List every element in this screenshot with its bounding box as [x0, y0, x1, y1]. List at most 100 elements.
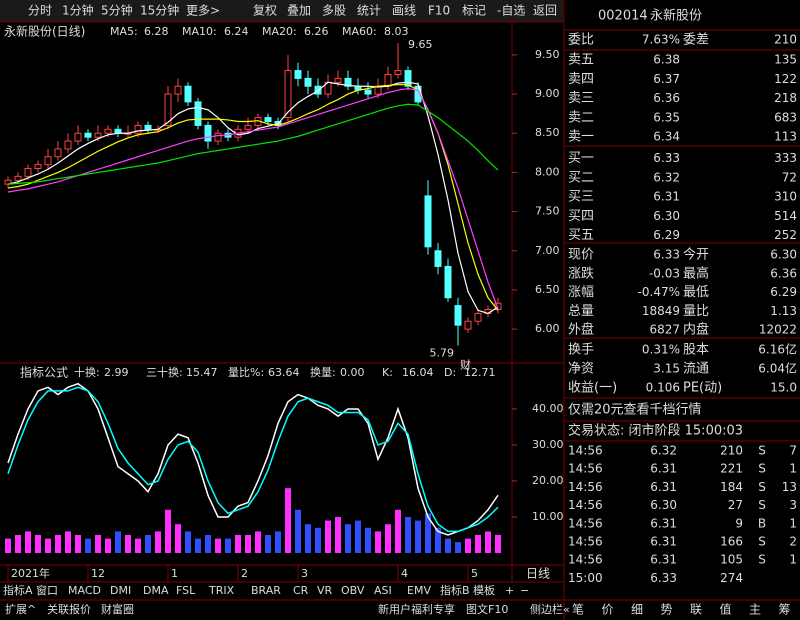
- candle-body: [74, 132, 82, 142]
- volume-bar: [365, 527, 371, 554]
- bottom-button[interactable]: 图文F10: [466, 602, 508, 616]
- trade-time: 14:56: [568, 444, 603, 458]
- legend-value: 6.26: [304, 25, 329, 38]
- volume-bar: [85, 538, 91, 554]
- status: 交易状态: 闭市阶段 15:00:03: [568, 423, 743, 439]
- book-price: 6.31: [653, 190, 680, 204]
- indicator-tab[interactable]: FSL: [176, 584, 196, 597]
- y-tick-label: 40.00: [532, 402, 564, 415]
- volume-bar: [55, 535, 61, 554]
- bottom-button[interactable]: 新用户福利专享: [378, 602, 455, 616]
- stat-value: 6.30: [770, 248, 797, 262]
- side-tab[interactable]: 笔: [572, 602, 584, 617]
- trade-price: 6.32: [650, 444, 677, 458]
- stat-value: 6.36: [770, 266, 797, 280]
- indicator-tab[interactable]: VR: [317, 584, 333, 597]
- trade-volume: 184: [720, 480, 743, 494]
- indicator-tab[interactable]: −: [520, 584, 529, 597]
- legend-value: 6.28: [144, 25, 169, 38]
- book-label: 卖三: [568, 91, 594, 106]
- note: 财: [460, 358, 471, 372]
- side-tab[interactable]: 筹: [778, 603, 790, 617]
- side-tab[interactable]: 值: [719, 602, 731, 617]
- indicator-tab[interactable]: TRIX: [208, 584, 235, 597]
- book-label: 买五: [568, 228, 594, 243]
- trade-volume: 210: [720, 444, 743, 458]
- legend-label: 三十换:: [146, 365, 183, 379]
- indicator-tab[interactable]: ASI: [374, 584, 392, 597]
- indicator-tab[interactable]: DMI: [110, 584, 131, 597]
- indicator-tab[interactable]: CR: [293, 584, 309, 597]
- toolbar-button[interactable]: F10: [428, 4, 450, 18]
- indicator-tab[interactable]: EMV: [407, 584, 431, 597]
- bottom-button[interactable]: 侧边栏«: [530, 602, 570, 616]
- book-price: 6.37: [653, 72, 680, 86]
- stat-label: 总量: [568, 304, 594, 319]
- volume-bar: [175, 524, 181, 554]
- finance-label: 净资: [568, 362, 594, 377]
- indicator-title: 指标公式: [20, 365, 68, 380]
- toolbar-button[interactable]: 画线: [392, 4, 416, 18]
- label: 委差: [683, 33, 709, 48]
- indicator-tab[interactable]: 指标A: [3, 583, 33, 597]
- candle-body: [134, 124, 142, 134]
- toolbar-button[interactable]: 复权: [253, 4, 277, 18]
- volume-bar: [325, 520, 331, 554]
- toolbar-button[interactable]: 标记: [462, 4, 486, 18]
- notice[interactable]: 仅需20元查看千档行情: [568, 402, 702, 418]
- stock-code: 002014: [598, 9, 648, 24]
- book-label: 卖二: [568, 110, 594, 125]
- indicator-tab[interactable]: 指标B: [440, 583, 470, 597]
- trade-volume: 27: [728, 498, 743, 512]
- indicator-tab[interactable]: 窗口: [36, 583, 58, 597]
- side-tab[interactable]: 势: [660, 603, 672, 617]
- indicator-tab[interactable]: OBV: [341, 584, 365, 597]
- candle-body: [34, 164, 42, 169]
- bottom-button[interactable]: 扩展^: [5, 602, 36, 616]
- toolbar-button[interactable]: 15分钟: [140, 3, 179, 18]
- toolbar-button[interactable]: 返回: [533, 4, 557, 18]
- candle-body: [434, 250, 442, 267]
- candle-body: [194, 101, 202, 126]
- side-tab[interactable]: 细: [631, 603, 643, 617]
- candle-body: [344, 77, 352, 87]
- candle-body: [444, 265, 452, 299]
- legend-value: 0.00: [340, 366, 365, 379]
- stat-label: 内盘: [683, 322, 709, 338]
- indicator-tab[interactable]: BRAR: [251, 584, 281, 597]
- book-volume: 72: [782, 170, 797, 184]
- toolbar-button[interactable]: -自选: [497, 4, 525, 18]
- toolbar-button[interactable]: 分时: [28, 4, 52, 18]
- side-tab[interactable]: 联: [690, 603, 702, 617]
- volume-bar: [485, 531, 491, 554]
- volume-bar: [15, 535, 21, 554]
- indicator-tab[interactable]: DMA: [143, 584, 169, 597]
- volume-bar: [155, 531, 161, 554]
- volume-bar: [95, 535, 101, 554]
- trade-price: 6.30: [650, 498, 677, 512]
- book-price: 6.30: [653, 209, 680, 223]
- indicator-tab[interactable]: 模板: [473, 583, 495, 597]
- toolbar-button[interactable]: 5分钟: [101, 3, 133, 18]
- bottom-button[interactable]: 关联报价: [47, 602, 91, 616]
- trade-price: 6.33: [650, 571, 677, 585]
- book-volume: 122: [774, 72, 797, 86]
- candle-body: [404, 70, 412, 87]
- side-tab[interactable]: 主: [749, 603, 761, 617]
- trade-side: S: [758, 480, 766, 494]
- trade-volume: 166: [720, 535, 743, 549]
- side-tab[interactable]: 价: [601, 603, 613, 617]
- chart-title: 永新股份(日线): [4, 24, 85, 39]
- toolbar-button[interactable]: 更多>: [186, 4, 220, 18]
- trade-count: 13: [782, 480, 797, 494]
- book-volume: 683: [774, 110, 797, 124]
- stat-value: 1.13: [770, 304, 797, 318]
- toolbar-button[interactable]: 统计: [357, 4, 381, 18]
- indicator-tab[interactable]: MACD: [68, 584, 101, 597]
- toolbar-button[interactable]: 多股: [322, 4, 346, 18]
- indicator-tab[interactable]: +: [505, 584, 514, 597]
- toolbar-button[interactable]: 1分钟: [62, 3, 94, 18]
- bottom-button[interactable]: 财富圈: [101, 602, 134, 616]
- legend-label: D:: [444, 366, 456, 379]
- toolbar-button[interactable]: 叠加: [287, 4, 311, 18]
